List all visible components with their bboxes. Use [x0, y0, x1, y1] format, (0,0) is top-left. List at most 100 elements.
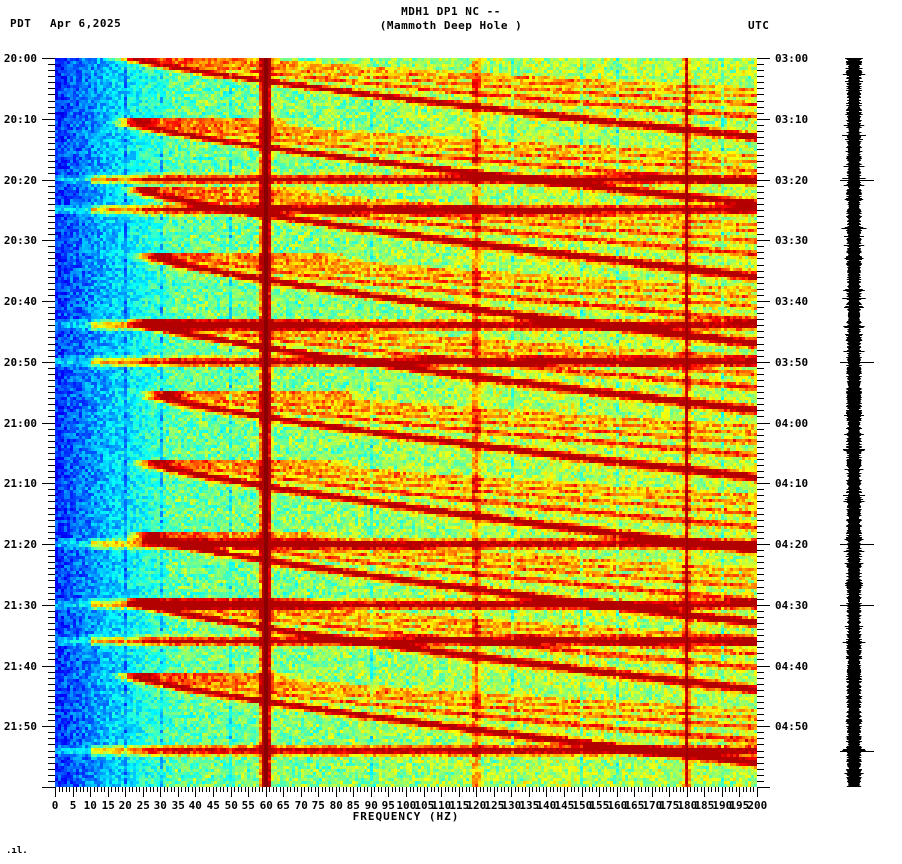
- axis-tick: [48, 580, 55, 581]
- axis-tick: [757, 471, 764, 472]
- axis-tick: [48, 623, 55, 624]
- axis-tick: [757, 441, 764, 442]
- axis-tick: [402, 787, 403, 792]
- axis-tick: [599, 787, 600, 797]
- axis-tick: [48, 641, 55, 642]
- axis-tick: [336, 787, 337, 797]
- time-axis-utc: 03:00 03:10 03:20 03:30 03:40 03:50 04:00 04:10…: [757, 0, 902, 864]
- axis-tick: [757, 258, 764, 259]
- axis-tick: [48, 356, 55, 357]
- axis-tick: [585, 787, 586, 792]
- axis-tick: [757, 228, 764, 229]
- axis-tick: [48, 593, 55, 594]
- axis-tick: [757, 672, 764, 673]
- axis-tick: [571, 787, 572, 792]
- axis-tick: [55, 787, 56, 797]
- axis-tick: [441, 787, 442, 797]
- axis-tick: [48, 410, 55, 411]
- axis-tick: [104, 787, 105, 792]
- frequency-label: 130: [501, 799, 522, 812]
- axis-tick: [48, 538, 55, 539]
- axis-tick: [701, 787, 702, 792]
- axis-tick: [48, 344, 55, 345]
- axis-tick: [757, 198, 764, 199]
- axis-tick: [266, 787, 267, 797]
- axis-tick: [620, 787, 621, 792]
- axis-tick: [48, 429, 55, 430]
- axis-tick: [48, 192, 55, 193]
- axis-tick: [504, 787, 505, 792]
- time-label-pdt: 21:00: [3, 417, 37, 430]
- axis-tick: [529, 787, 530, 797]
- spectrogram-plot[interactable]: [55, 58, 757, 787]
- axis-tick: [757, 410, 764, 411]
- axis-tick: [757, 641, 764, 642]
- axis-tick: [76, 787, 77, 792]
- axis-tick: [353, 787, 354, 797]
- axis-tick: [757, 775, 764, 776]
- axis-tick: [381, 787, 382, 792]
- axis-tick: [399, 787, 400, 792]
- axis-tick: [160, 787, 161, 797]
- axis-tick: [462, 787, 463, 792]
- axis-tick: [48, 386, 55, 387]
- axis-tick: [757, 64, 764, 65]
- axis-tick: [697, 787, 698, 792]
- axis-tick: [118, 787, 119, 792]
- axis-tick: [757, 313, 764, 314]
- axis-tick: [48, 198, 55, 199]
- axis-tick: [202, 787, 203, 792]
- axis-tick: [757, 289, 764, 290]
- axis-tick: [757, 556, 764, 557]
- axis-tick: [185, 787, 186, 792]
- axis-tick: [757, 653, 764, 654]
- timezone-label-right: UTC: [748, 19, 770, 32]
- axis-tick: [48, 775, 55, 776]
- axis-tick: [574, 787, 575, 792]
- axis-tick: [48, 173, 55, 174]
- axis-tick: [757, 659, 764, 660]
- axis-tick: [757, 222, 764, 223]
- axis-tick: [757, 307, 764, 308]
- axis-tick: [48, 508, 55, 509]
- frequency-label: 50: [224, 799, 238, 812]
- axis-tick: [757, 277, 764, 278]
- axis-tick: [666, 787, 667, 792]
- axis-tick: [48, 550, 55, 551]
- axis-tick: [427, 787, 428, 792]
- axis-tick: [139, 787, 140, 792]
- time-label-utc: 03:20: [775, 174, 809, 187]
- axis-tick: [757, 562, 764, 563]
- axis-tick: [378, 787, 379, 792]
- axis-tick: [539, 787, 540, 792]
- axis-tick: [245, 787, 246, 792]
- frequency-label: 75: [311, 799, 325, 812]
- axis-tick: [669, 787, 670, 797]
- axis-tick: [94, 787, 95, 792]
- axis-tick: [757, 252, 764, 253]
- axis-tick: [757, 240, 770, 241]
- time-label-utc: 04:10: [775, 477, 809, 490]
- axis-tick: [687, 787, 688, 797]
- time-label-utc: 03:40: [775, 295, 809, 308]
- axis-tick: [234, 787, 235, 792]
- time-label-utc: 03:10: [775, 113, 809, 126]
- time-label-pdt: 20:20: [3, 174, 37, 187]
- axis-tick: [757, 787, 770, 788]
- axis-tick: [290, 787, 291, 792]
- frequency-label: 80: [329, 799, 343, 812]
- axis-tick: [48, 234, 55, 235]
- seismogram-trace[interactable]: [840, 58, 880, 787]
- axis-tick: [308, 787, 309, 792]
- time-label-utc: 03:30: [775, 234, 809, 247]
- frequency-label: 25: [136, 799, 150, 812]
- axis-tick: [757, 380, 764, 381]
- time-label-pdt: 20:30: [3, 234, 37, 247]
- axis-tick: [757, 325, 764, 326]
- axis-tick: [62, 787, 63, 792]
- axis-tick: [48, 520, 55, 521]
- frequency-label: 160: [607, 799, 628, 812]
- axis-tick: [48, 562, 55, 563]
- axis-tick: [750, 787, 751, 792]
- axis-tick: [220, 787, 221, 792]
